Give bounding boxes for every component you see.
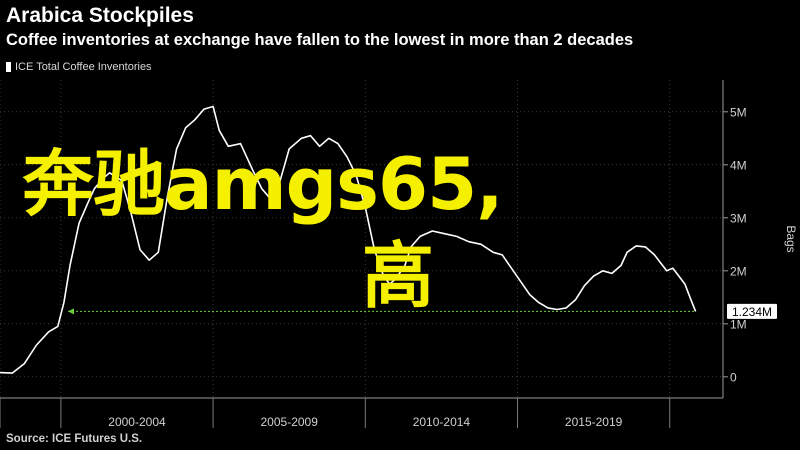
y-tick-label: 5M	[730, 105, 747, 119]
y-tick-label: 3M	[730, 211, 747, 225]
chart-title: Arabica Stockpiles	[6, 4, 194, 27]
y-tick-label: 4M	[730, 158, 747, 172]
chart-subtitle: Coffee inventories at exchange have fall…	[6, 31, 634, 49]
series-line	[0, 105, 697, 374]
x-category-label: 2010-2014	[413, 415, 471, 429]
source-note: Source: ICE Futures U.S.	[6, 433, 143, 445]
x-category-label: 2005-2009	[261, 415, 319, 429]
reference-arrow-icon	[68, 308, 74, 315]
overlay-watermark-text-2: 高	[362, 234, 435, 318]
legend: ICE Total Coffee Inventories	[6, 61, 152, 73]
y-tick-label: 1M	[730, 317, 747, 331]
legend-swatch	[6, 62, 11, 72]
y-tick-label: 2M	[730, 264, 747, 278]
last-value-badge	[727, 303, 777, 319]
legend-label: ICE Total Coffee Inventories	[15, 61, 152, 73]
y-tick-label: 0	[730, 370, 737, 384]
x-category-label: 2015-2019	[565, 415, 623, 429]
y-axis-title: Bags	[784, 225, 798, 252]
x-category-label: 2000-2004	[108, 415, 166, 429]
last-value-label: 1.234M	[732, 305, 772, 319]
overlay-watermark-text: 奔驰amgs65,	[22, 142, 504, 226]
